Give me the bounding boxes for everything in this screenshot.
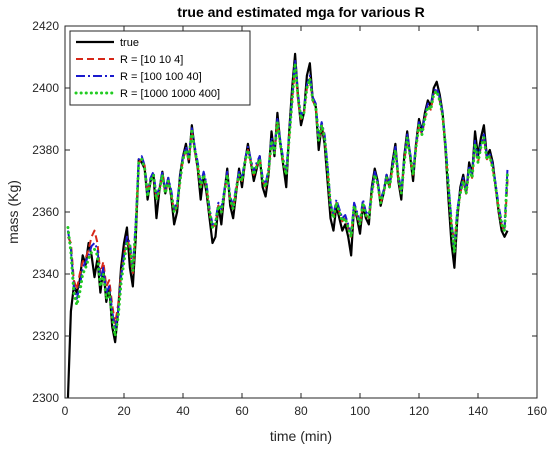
- x-tick-label: 160: [527, 404, 547, 418]
- series-group: [66, 52, 509, 398]
- legend-label-2: R = [10 10 4]: [120, 54, 183, 66]
- series-line-4: [66, 61, 509, 338]
- x-tick-label: 40: [176, 404, 190, 418]
- y-tick-label: 2400: [32, 81, 59, 95]
- chart-title: true and estimated mga for various R: [177, 4, 424, 20]
- x-tick-label: 100: [350, 404, 370, 418]
- axes-group: 0 20 40 60 80 100 120 140 160 2300 2320 2340 2360 238…: [32, 19, 547, 418]
- y-tick-label: 2380: [32, 143, 59, 157]
- x-axis-label: time (min): [270, 428, 332, 444]
- x-tick-label: 140: [468, 404, 488, 418]
- legend-box: [69, 30, 251, 106]
- legend-label-1: true: [120, 37, 139, 49]
- x-tick-label: 20: [117, 404, 131, 418]
- x-tick-label: 80: [294, 404, 308, 418]
- y-tick-label: 2320: [32, 329, 59, 343]
- y-tick-label: 2420: [32, 19, 59, 33]
- y-tick-label: 2340: [32, 267, 59, 281]
- x-tick-label: 60: [235, 404, 249, 418]
- y-tick-label: 2360: [32, 205, 59, 219]
- legend: true R = [10 10 4] R = [100 100 40] R = [10…: [69, 30, 251, 106]
- legend-label-3: R = [100 100 40]: [120, 71, 202, 83]
- x-tick-label: 0: [62, 404, 69, 418]
- legend-label-4: R = [1000 1000 400]: [120, 88, 220, 100]
- x-tick-label: 120: [409, 404, 429, 418]
- y-tick-label: 2300: [32, 391, 59, 405]
- y-axis-label: mass (Kg): [5, 180, 21, 244]
